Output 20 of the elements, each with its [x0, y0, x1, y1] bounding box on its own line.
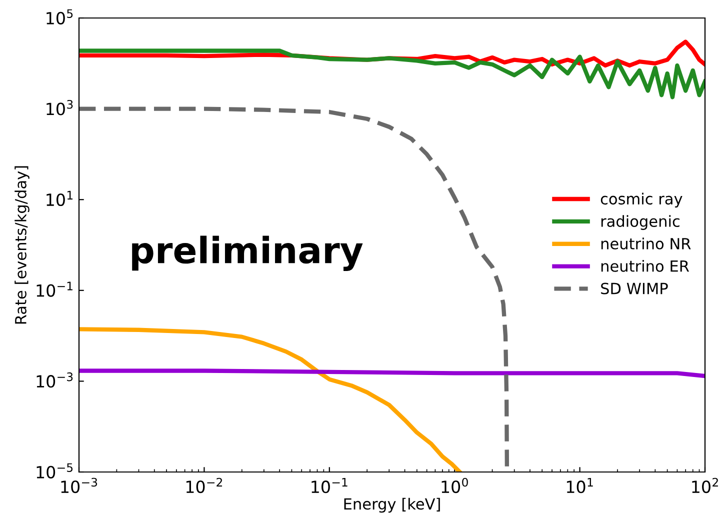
y-tick-label: 10$^{−5}$	[36, 463, 73, 478]
legend-label: neutrino ER	[601, 260, 690, 272]
x-tick-label: 10$^{1}$	[566, 478, 593, 494]
y-axis-title: Rate [events/kg/day]	[14, 166, 30, 324]
y-tick-label: 10$^{3}$	[46, 100, 73, 116]
x-axis-title: Energy [keV]	[344, 498, 440, 513]
y-tick-label: 10$^{−3}$	[36, 372, 73, 388]
annotation: preliminary	[132, 236, 363, 271]
legend-label: neutrino NR	[601, 238, 691, 250]
y-tick-label: 10$^{−1}$	[36, 282, 72, 297]
y-tick-label: 10$^{1}$	[46, 190, 73, 206]
legend-label: SD WIMP	[601, 282, 668, 294]
x-tick-label: 10$^{−1}$	[312, 478, 348, 494]
x-tick-label: 10$^{−3}$	[61, 478, 98, 494]
y-tick-label: 10$^{5}$	[46, 9, 73, 24]
x-tick-label: 10$^{0}$	[442, 478, 468, 494]
x-tick-label: 10$^{−2}$	[186, 478, 222, 494]
legend-label: radiogenic	[601, 215, 680, 230]
legend-label: cosmic ray	[600, 192, 682, 208]
x-tick-label: 10$^{2}$	[692, 478, 718, 494]
